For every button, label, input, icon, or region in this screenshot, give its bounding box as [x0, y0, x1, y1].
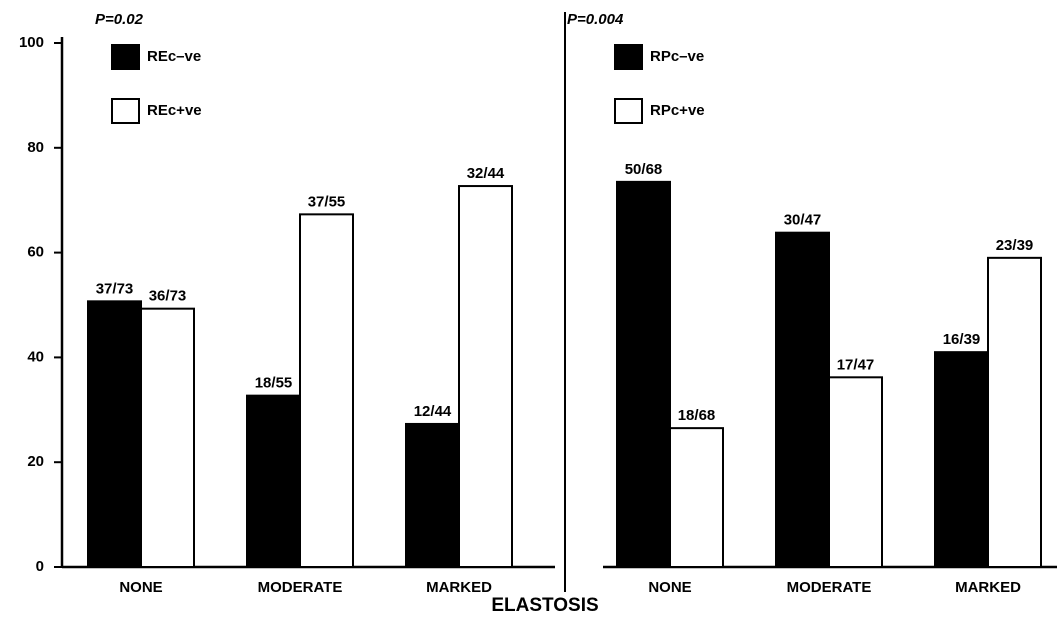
value-label: 17/47 — [837, 356, 875, 373]
bar — [828, 376, 883, 569]
value-label: 50/68 — [625, 161, 663, 178]
y-tick-label: 60 — [27, 244, 44, 261]
y-tick-label: 0 — [36, 558, 44, 575]
bar — [775, 231, 830, 569]
bar — [246, 394, 301, 569]
value-label: 30/47 — [784, 212, 822, 229]
bar — [458, 185, 513, 568]
value-label: 32/44 — [467, 165, 505, 182]
value-label: 12/44 — [414, 403, 452, 420]
value-label: 18/68 — [678, 407, 716, 424]
bar — [616, 180, 671, 569]
x-tick-label: MARKED — [955, 579, 1021, 596]
value-label: 23/39 — [996, 237, 1034, 254]
x-tick-label: NONE — [119, 579, 162, 596]
value-label: 18/55 — [255, 375, 293, 392]
legend-swatch — [111, 44, 140, 70]
value-label: 36/73 — [149, 288, 187, 305]
bar — [934, 351, 989, 568]
x-tick-label: MODERATE — [787, 579, 872, 596]
y-tick-label: 100 — [19, 34, 44, 51]
bar — [405, 422, 460, 568]
value-label: 16/39 — [943, 331, 981, 348]
bar — [299, 213, 354, 569]
legend-swatch — [111, 98, 140, 124]
y-tick-label: 20 — [27, 453, 44, 470]
legend-label: REc+ve — [147, 102, 202, 119]
legend-label: RPc+ve — [650, 102, 705, 119]
bar — [669, 427, 724, 569]
annotation: P=0.004 — [567, 11, 624, 28]
legend-swatch — [614, 44, 643, 70]
value-label: 37/55 — [308, 193, 346, 210]
x-axis-label: ELASTOSIS — [491, 595, 598, 616]
x-tick-label: NONE — [648, 579, 691, 596]
x-tick-label: MODERATE — [258, 579, 343, 596]
x-tick-label: MARKED — [426, 579, 492, 596]
legend-swatch — [614, 98, 643, 124]
annotation: P=0.02 — [95, 11, 144, 28]
bar — [987, 256, 1042, 568]
value-label: 37/73 — [96, 280, 134, 297]
legend-label: REc–ve — [147, 48, 201, 65]
y-tick-label: 80 — [27, 139, 44, 156]
y-tick-label: 40 — [27, 348, 44, 365]
bar — [87, 300, 142, 568]
bar — [140, 307, 195, 568]
legend-label: RPc–ve — [650, 48, 704, 65]
